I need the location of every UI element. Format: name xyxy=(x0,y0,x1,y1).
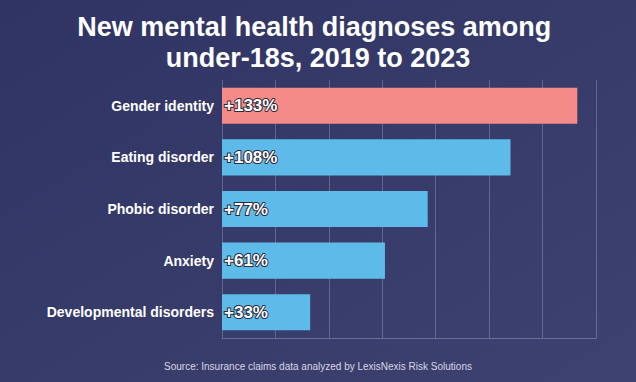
svg-text:under-18s, 2019 to 2023: under-18s, 2019 to 2023 xyxy=(166,43,471,73)
svg-text:+77%: +77% xyxy=(224,200,268,219)
svg-text:Anxiety: Anxiety xyxy=(163,253,214,269)
svg-text:+33%: +33% xyxy=(224,303,268,322)
svg-text:Phobic disorder: Phobic disorder xyxy=(107,201,214,217)
svg-text:Eating disorder: Eating disorder xyxy=(111,149,214,165)
svg-text:New mental health diagnoses am: New mental health diagnoses among xyxy=(77,12,559,42)
svg-text:Source: Insurance claims data: Source: Insurance claims data analyzed b… xyxy=(164,361,472,372)
svg-text:Gender identity: Gender identity xyxy=(111,98,214,114)
svg-text:+61%: +61% xyxy=(224,251,268,270)
svg-text:+133%: +133% xyxy=(224,96,277,115)
svg-text:Developmental disorders: Developmental disorders xyxy=(47,304,214,320)
svg-text:+108%: +108% xyxy=(224,148,277,167)
